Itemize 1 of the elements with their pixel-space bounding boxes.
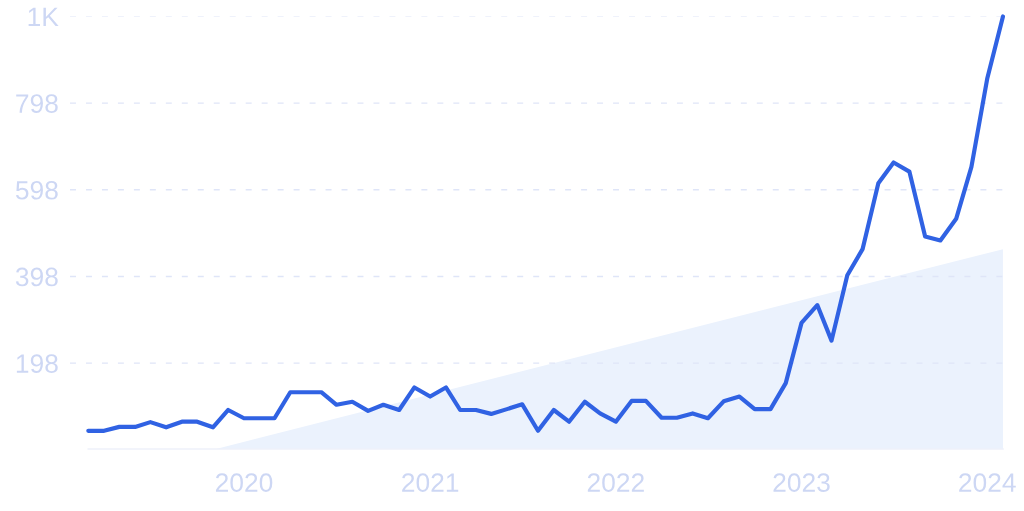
line-series [86, 14, 1006, 433]
